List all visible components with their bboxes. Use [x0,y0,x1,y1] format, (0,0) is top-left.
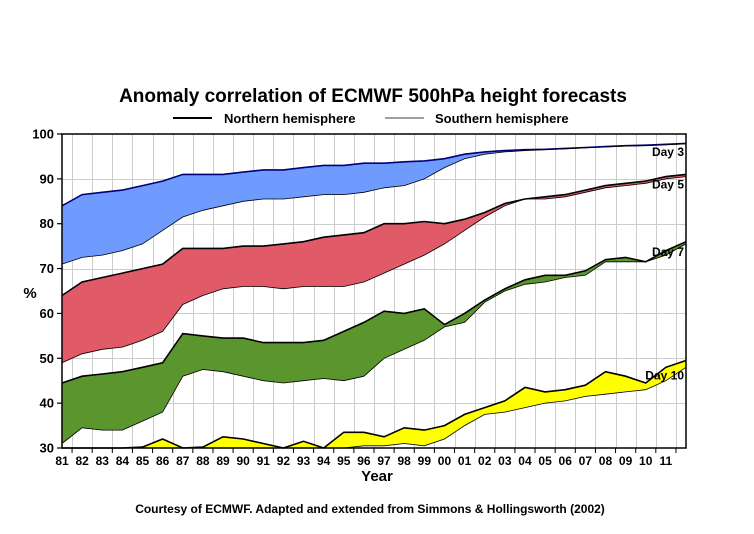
y-tick-label: 30 [40,441,54,456]
x-tick-label: 11 [660,454,673,468]
southern-line-1 [61,176,687,364]
y-axis-ticks: 30 40 50 60 70 80 90 100 [32,127,62,456]
northern-line-3 [62,359,687,449]
x-tick-label: 87 [176,454,190,468]
x-tick-label: 02 [478,454,492,468]
x-tick-label: 07 [579,454,593,468]
x-tick-label: 98 [398,454,412,468]
x-tick-label: 96 [357,454,371,468]
x-tick-label: 04 [518,454,532,468]
x-tick-label: 89 [216,454,230,468]
legend-label-southern: Southern hemisphere [435,111,569,126]
x-tick-label: 10 [639,454,653,468]
x-tick-label: 90 [236,454,250,468]
y-tick-label: 100 [32,127,54,142]
y-tick-label: 50 [40,351,54,366]
northern-line-2 [61,240,687,384]
legend-label-northern: Northern hemisphere [224,111,355,126]
x-tick-label: 83 [96,454,110,468]
band-day-1 [62,174,686,363]
x-axis-label: Year [361,468,393,485]
x-tick-label: 84 [116,454,130,468]
x-tick-label: 99 [418,454,432,468]
series-label-1: Day 5 [652,178,684,192]
x-tick-label: 06 [559,454,573,468]
chart-title: Anomaly correlation of ECMWF 500hPa heig… [119,86,627,107]
x-tick-label: 03 [498,454,512,468]
y-tick-label: 70 [40,261,54,276]
y-tick-label: 80 [40,216,54,231]
x-axis-ticks: 81 82 83 84 85 86 87 88 89 90 91 92 93 94 95 96 97 98 99 00… [55,448,677,468]
series-labels: Day 3 Day 5 Day 7 Day 10 [645,145,684,382]
series-areas [61,142,687,449]
southern-line-2 [61,243,687,444]
x-tick-label: 01 [458,454,472,468]
x-tick-label: 94 [317,454,331,468]
band-day-0 [62,143,686,265]
series-label-0: Day 3 [652,145,684,159]
southern-line-0 [61,143,687,265]
y-tick-label: 60 [40,306,54,321]
series-label-3: Day 10 [645,368,684,382]
northern-line-1 [61,173,687,297]
x-tick-label: 85 [136,454,150,468]
band-day-2 [62,241,686,444]
x-tick-label: 95 [337,454,351,468]
x-tick-label: 93 [297,454,311,468]
y-tick-label: 40 [40,396,54,411]
x-tick-label: 92 [277,454,291,468]
credit-note: Courtesy of ECMWF. Adapted and extended … [135,502,605,516]
x-tick-label: 82 [75,454,89,468]
y-tick-label: 90 [40,171,54,186]
x-tick-label: 81 [55,454,69,468]
x-tick-label: 86 [156,454,170,468]
legend: Northern hemisphere Southern hemisphere [173,111,569,126]
x-tick-label: 91 [257,454,271,468]
x-tick-label: 08 [599,454,613,468]
x-tick-label: 00 [438,454,452,468]
x-tick-label: 05 [538,454,552,468]
x-tick-label: 09 [619,454,633,468]
y-axis-label: % [23,285,36,302]
series-label-2: Day 7 [652,245,684,259]
x-tick-label: 97 [377,454,391,468]
x-tick-label: 88 [196,454,210,468]
